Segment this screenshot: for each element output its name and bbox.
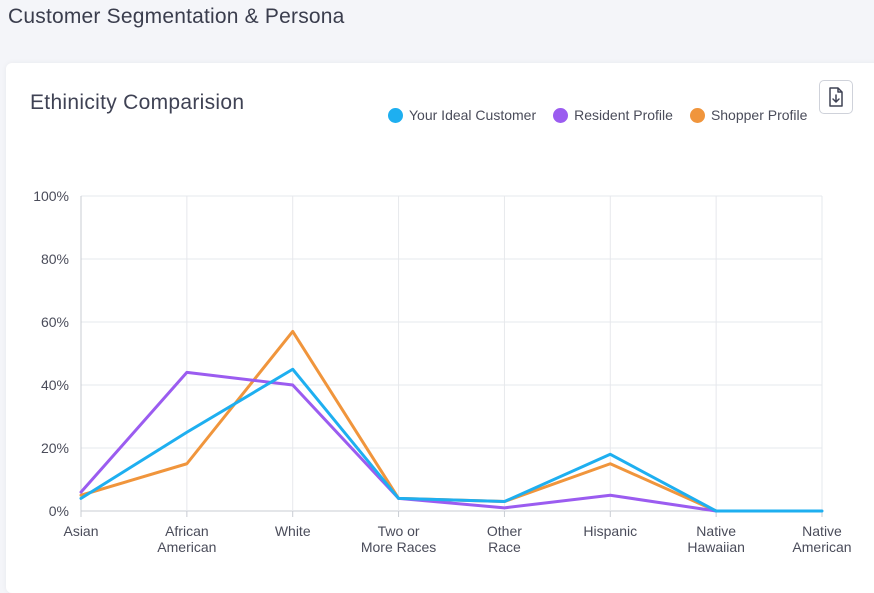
x-tick-label: White (275, 523, 311, 539)
ethnicity-card: Ethinicity Comparision (6, 63, 874, 593)
legend-item-resident-profile[interactable]: Resident Profile (553, 107, 673, 123)
legend-label: Your Ideal Customer (409, 107, 537, 123)
legend-marker-icon (388, 107, 403, 123)
page-title: Customer Segmentation & Persona (8, 5, 345, 28)
card-title: Ethinicity Comparision (30, 91, 245, 114)
x-tick-label: Native Hawaiian (687, 523, 745, 555)
legend-label: Shopper Profile (710, 107, 808, 123)
x-tick-label: Asian (63, 523, 98, 539)
legend-label: Resident Profile (574, 107, 673, 123)
x-tick-label: Native American (792, 523, 851, 555)
legend-item-ideal-customer[interactable]: Your Ideal Customer (388, 107, 536, 123)
y-tick-label: 60% (41, 314, 69, 330)
legend-marker-icon (553, 107, 569, 123)
x-tick-label: African American (157, 523, 216, 555)
y-tick-label: 80% (41, 251, 69, 267)
x-tick-label: Hispanic (583, 523, 637, 539)
x-tick-label: Two or More Races (361, 523, 436, 555)
y-tick-label: 0% (49, 503, 69, 519)
x-tick-label: Other Race (487, 523, 522, 555)
legend-item-shopper-profile[interactable]: Shopper Profile (689, 107, 808, 123)
download-file-icon (829, 87, 843, 107)
ethnicity-line-chart: 0% 20% 40% 60% 80% 100% Asian African American Wh… (33, 188, 851, 555)
y-tick-label: 20% (41, 440, 69, 456)
y-tick-label: 40% (41, 377, 69, 393)
y-tick-label: 100% (33, 188, 69, 204)
series-line-your-ideal-customer (79, 367, 824, 513)
legend-marker-icon (689, 107, 705, 123)
download-button[interactable] (819, 80, 853, 114)
chart-legend: Your Ideal Customer Resident Profile Sho… (388, 107, 807, 123)
